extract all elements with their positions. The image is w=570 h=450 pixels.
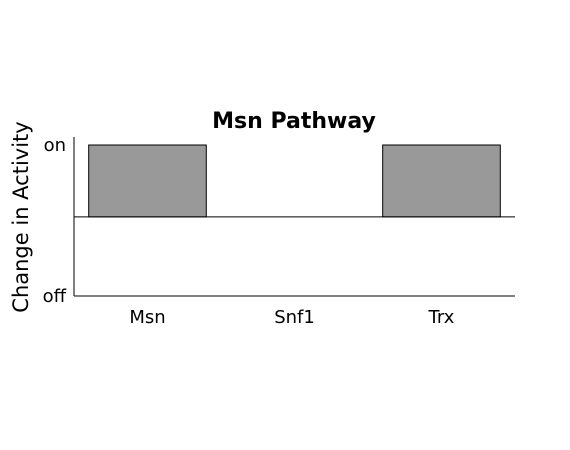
bar-trx bbox=[382, 144, 501, 218]
bar-msn bbox=[88, 144, 207, 218]
x-tick-label-msn: Msn bbox=[129, 307, 165, 328]
plot-area: Msn Snf1 Trx on off bbox=[43, 135, 515, 328]
x-tick-label-trx: Trx bbox=[428, 307, 455, 328]
chart-title: Msn Pathway bbox=[212, 109, 376, 134]
y-axis-label: Change in Activity bbox=[9, 121, 33, 312]
y-tick-label-on: on bbox=[44, 135, 66, 156]
y-tick-label-off: off bbox=[43, 286, 67, 307]
x-tick-label-snf1: Snf1 bbox=[274, 307, 315, 328]
